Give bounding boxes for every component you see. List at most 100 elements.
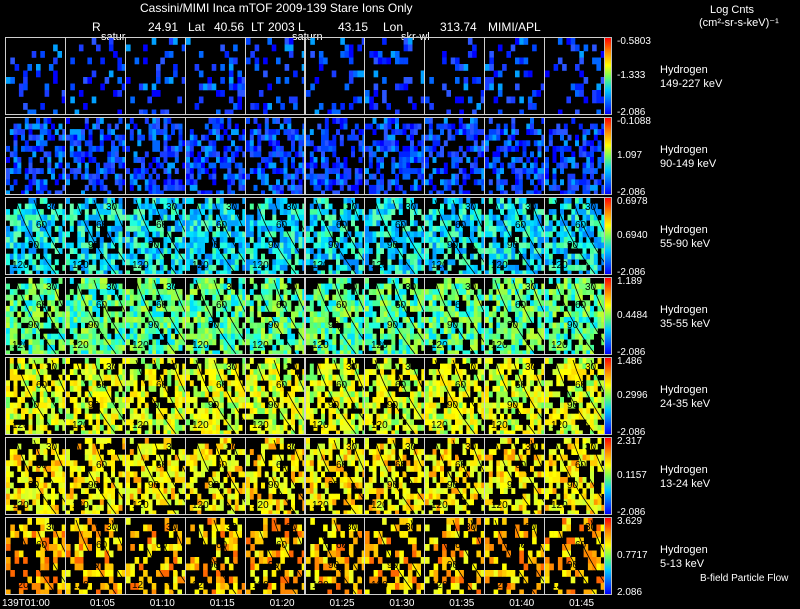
- contour-label: 120: [551, 260, 568, 271]
- contour-label: 90: [387, 320, 399, 331]
- colorbar-mid: -1.333: [617, 70, 646, 81]
- value-lon: 313.74: [440, 20, 477, 34]
- colorbar-mid: 0.6940: [617, 230, 648, 241]
- image-cell: 30 60 90 120: [484, 517, 546, 595]
- time-tick: 01:40: [509, 598, 535, 609]
- contour-label: 30: [46, 522, 58, 533]
- contour-label: 30: [226, 442, 238, 453]
- contour-label: 30: [106, 442, 118, 453]
- contour-label: 30: [525, 442, 537, 453]
- image-cell: 30 60 90 120: [244, 357, 306, 435]
- contour-label: 90: [328, 400, 340, 411]
- pixel-image: 30 60 90 120: [425, 278, 485, 354]
- contour-label: 60: [276, 300, 288, 311]
- contour-label: 30: [46, 442, 58, 453]
- contour-label: 90: [567, 320, 579, 331]
- image-cell: 30 60 90 120: [124, 277, 186, 355]
- row-label: Hydrogen 35-55 keV: [660, 303, 710, 331]
- pixel-image: 30 60 90 120: [305, 518, 365, 594]
- instrument-label: MIMI/APL: [488, 20, 541, 34]
- value-lt: 2003: [268, 20, 295, 34]
- contour-label: 120: [431, 340, 448, 351]
- contour-label: 120: [551, 420, 568, 431]
- contour-label: 60: [156, 460, 168, 471]
- panel-row: 30 60 90 120 30 60 90 120 30 60 90 120 30 60 90 120 30 60…: [5, 357, 605, 435]
- pixel-image: 30 60 90 120: [485, 278, 545, 354]
- contour-label: 90: [88, 400, 100, 411]
- contour-label: 30: [585, 202, 597, 213]
- contour-label: 30: [286, 362, 298, 373]
- contour-label: 60: [216, 300, 228, 311]
- pixel-image: 30 60 90 120: [425, 518, 485, 594]
- pixel-image: 30 60 90 120: [6, 358, 65, 434]
- contour-label: 30: [106, 522, 118, 533]
- contour-label: 60: [515, 540, 527, 551]
- contour-label: 60: [36, 220, 48, 231]
- colorbar: [604, 517, 612, 595]
- pixel-image: [6, 118, 65, 194]
- pixel-image: 30 60 90 120: [125, 358, 185, 434]
- colorbar: [604, 197, 612, 275]
- contour-label: 90: [387, 560, 399, 571]
- pixel-image: 30 60 90 120: [6, 278, 65, 354]
- image-cell: [5, 37, 66, 115]
- pixel-image: 30 60 90 120: [65, 198, 125, 274]
- colorbar-max: 3.629: [617, 516, 643, 527]
- contour-label: 60: [455, 460, 467, 471]
- contour-label: 30: [346, 362, 358, 373]
- contour-label: 30: [346, 202, 358, 213]
- pixel-image: 30 60 90 120: [305, 438, 365, 514]
- contour-label: 120: [371, 340, 388, 351]
- image-cell: 30 60 90 120: [64, 197, 126, 275]
- colorbar: [604, 437, 612, 515]
- label-r: R: [92, 20, 101, 34]
- species-label: Hydrogen: [660, 384, 708, 396]
- pixel-image: 30 60 90 120: [185, 518, 245, 594]
- contour-label: 120: [431, 580, 448, 591]
- contour-label: 90: [507, 240, 519, 251]
- pixel-image: 30 60 90 120: [545, 198, 604, 274]
- panel-row: 30 60 90 120 30 60 90 120 30 60 90 120 30 60 90 120 30 60…: [5, 437, 605, 515]
- pixel-image: 30 60 90 120: [245, 438, 305, 514]
- image-cell: [484, 37, 546, 115]
- colorbar-mid: 0.2996: [617, 390, 648, 401]
- pixel-image: 30 60 90 120: [125, 518, 185, 594]
- contour-label: 30: [585, 362, 597, 373]
- image-cell: [304, 37, 366, 115]
- image-cell: 30 60 90 120: [244, 437, 306, 515]
- pixel-image: 30 60 90 120: [365, 358, 425, 434]
- contour-label: 30: [346, 282, 358, 293]
- contour-label: 120: [12, 260, 29, 271]
- contour-label: 120: [72, 260, 89, 271]
- contour-label: 120: [431, 260, 448, 271]
- pixel-image: 30 60 90 120: [125, 198, 185, 274]
- image-cell: [364, 117, 426, 195]
- panel-row: [5, 37, 605, 115]
- image-cell: [424, 117, 486, 195]
- label-lon: Lon: [383, 20, 404, 34]
- contour-label: 60: [336, 300, 348, 311]
- species-label: Hydrogen: [660, 544, 708, 556]
- pixel-image: 30 60 90 120: [65, 518, 125, 594]
- pixel-image: 30 60 90 120: [305, 278, 365, 354]
- image-cell: 30 60 90 120: [304, 517, 366, 595]
- contour-label: 120: [491, 340, 508, 351]
- contour-label: 60: [336, 540, 348, 551]
- pixel-image: 30 60 90 120: [245, 198, 305, 274]
- contour-label: 120: [491, 260, 508, 271]
- contour-label: 30: [405, 282, 417, 293]
- colorbar-min: -2.086: [617, 427, 646, 438]
- contour-label: 60: [575, 460, 587, 471]
- contour-label: 90: [567, 400, 579, 411]
- time-tick: 01:35: [449, 598, 475, 609]
- contour-label: 120: [252, 260, 269, 271]
- value-lat: 40.56: [214, 20, 245, 34]
- contour-label: 120: [371, 260, 388, 271]
- contour-label: 30: [166, 522, 178, 533]
- image-cell: [184, 117, 246, 195]
- colorbar-max: 1.486: [617, 356, 643, 367]
- bfield-note: B-field Particle Flow: [700, 573, 789, 584]
- label-lat: Lat: [188, 20, 205, 34]
- contour-label: 60: [395, 380, 407, 391]
- image-cell: 30 60 90 120: [5, 277, 66, 355]
